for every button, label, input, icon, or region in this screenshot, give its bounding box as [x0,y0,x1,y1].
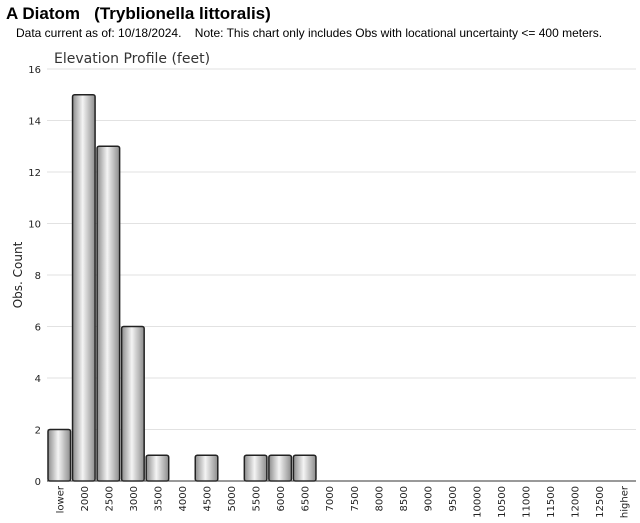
y-tick-label: 4 [35,374,41,385]
x-tick-label: 9000 [423,486,434,511]
bar-6000 [268,454,293,482]
x-tick-label: 6500 [301,486,312,511]
x-tick-label: 2000 [80,486,91,511]
y-tick-label: 16 [28,65,41,76]
x-tick-label: 3000 [129,486,140,511]
y-tick-label: 10 [28,220,41,231]
bar-2000 [71,94,96,482]
x-tick-label: 11500 [546,486,557,518]
x-tick-label: 12000 [571,486,582,518]
y-tick-label: 14 [28,117,41,128]
bar-3500 [145,454,170,482]
y-tick-label: 12 [28,168,41,179]
bar-lower [47,428,72,482]
chart-header-title: A Diatom (Tryblionella littoralis) [6,4,271,23]
y-tick-label: 6 [35,323,41,334]
x-tick-label: 8000 [374,486,385,511]
bar-3000 [120,325,145,482]
bars [47,94,317,482]
x-tick-label: 10000 [472,486,483,518]
bar-6500 [292,454,317,482]
bar-2500 [96,145,121,482]
x-tick-label: 4500 [203,486,214,511]
y-tick-label: 2 [35,426,41,437]
y-axis-title: Obs. Count [11,241,25,308]
x-tick-label: 2500 [104,486,115,511]
data-note: Data current as of: 10/18/2024. Note: Th… [16,26,603,40]
x-tick-label: 11000 [522,486,533,518]
x-tick-label: 7500 [350,486,361,511]
x-tick-label: 3500 [153,486,164,511]
x-tick-label: 6000 [276,486,287,511]
bar-4500 [194,454,219,482]
y-tick-label: 8 [35,271,41,282]
bar-5500 [243,454,268,482]
x-tick-label: 9500 [448,486,459,511]
x-tick-label: 5500 [252,486,263,511]
x-tick-label: lower [55,485,66,513]
x-tick-label: 4000 [178,486,189,511]
y-tick-label: 0 [35,477,41,488]
plot-title: Elevation Profile (feet) [54,51,210,67]
x-tick-label: 8500 [399,486,410,511]
gridlines [47,68,636,430]
x-tick-label: higher [620,485,631,518]
x-tick-label: 10500 [497,486,508,518]
x-tick-label: 12500 [595,486,606,518]
x-tick-label: 7000 [325,486,336,511]
axes: 0 2 4 6 8 10 12 14 16 lower 2000 2500 3000 3500 4000 45… [28,65,636,518]
x-tick-label: 5000 [227,486,238,511]
